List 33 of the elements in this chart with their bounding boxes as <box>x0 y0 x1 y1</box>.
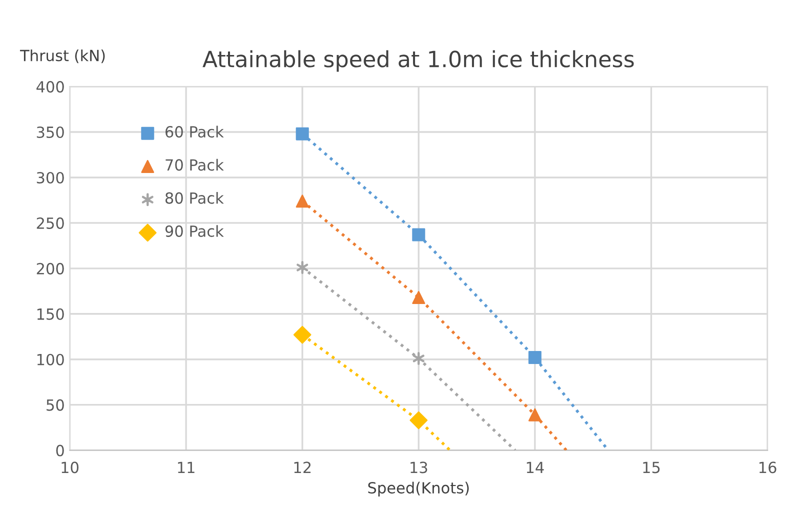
y-tick-label: 150 <box>37 308 64 320</box>
point <box>528 408 542 422</box>
point <box>296 194 309 208</box>
point <box>296 127 309 140</box>
y-tick-label: 200 <box>36 262 64 274</box>
x-tick-label: 11 <box>178 462 194 474</box>
x-tick-label: 12 <box>294 462 311 474</box>
legend-label: 90 Pack <box>165 225 224 237</box>
x-tick-label: 14 <box>526 462 544 474</box>
point <box>528 351 542 364</box>
x-tick-label: 16 <box>759 462 776 474</box>
chart-title: Attainable speed at 1.0m ice thickness <box>202 50 634 72</box>
y-tick-label: 100 <box>37 354 64 366</box>
point <box>412 352 424 365</box>
point <box>296 261 308 274</box>
legend-label: 80 Pack <box>165 192 224 204</box>
y-tick-label: 50 <box>46 399 64 411</box>
y-tick-label: 400 <box>36 81 64 93</box>
x-tick-label: 13 <box>410 462 428 474</box>
x-axis-title: Speed(Knots) <box>368 482 469 497</box>
point <box>412 291 426 304</box>
y-tick-label: 250 <box>36 217 64 229</box>
legend-label: 70 Pack <box>166 158 224 171</box>
point <box>412 228 426 242</box>
legend-label: 60 Pack <box>166 126 224 138</box>
x-tick-label: 10 <box>62 462 78 474</box>
y-axis-title: Thrust (kN) <box>20 49 105 64</box>
point <box>410 411 428 430</box>
x-tick-label: 15 <box>643 462 660 474</box>
y-tick-label: 350 <box>36 126 64 138</box>
y-tick-label: 300 <box>36 172 64 184</box>
y-tick-label: 0 <box>56 444 64 456</box>
point <box>293 326 312 344</box>
